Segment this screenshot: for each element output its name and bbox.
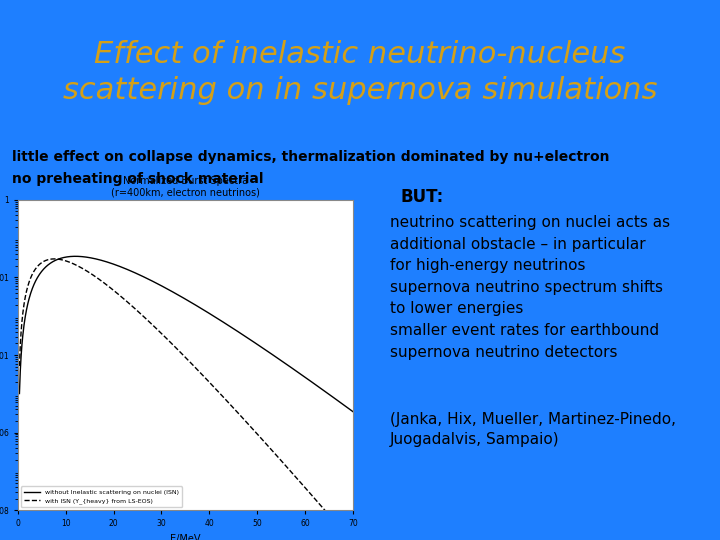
without Inelastic scattering on nuclei (ISN): [269, 352, 277, 358]
Line: without Inelastic scattering on nuclei (ISN): without Inelastic scattering on nuclei (…: [19, 256, 353, 411]
Text: no preheating of shock material: no preheating of shock material: [12, 172, 264, 186]
with ISN (Y_{heavy} from LS-EOS): [50, 255, 58, 262]
X-axis label: E/MeV: E/MeV: [170, 534, 201, 540]
Text: little effect on collapse dynamics, thermalization dominated by nu+electron: little effect on collapse dynamics, ther…: [12, 150, 610, 164]
without Inelastic scattering on nuclei (ISN): [71, 253, 80, 260]
without Inelastic scattering on nuclei (ISN): [15, 390, 24, 397]
without Inelastic scattering on nuclei (ISN): [218, 318, 227, 325]
with ISN (Y_{heavy} from LS-EOS): [302, 487, 311, 493]
without Inelastic scattering on nuclei (ISN): [302, 375, 311, 382]
with ISN (Y_{heavy} from LS-EOS): [218, 393, 227, 399]
Text: Effect of inelastic neutrino-nucleus
scattering on in supernova simulations: Effect of inelastic neutrino-nucleus sca…: [63, 40, 657, 105]
with ISN (Y_{heavy} from LS-EOS): [269, 448, 277, 454]
Legend: without Inelastic scattering on nuclei (ISN), with ISN (Y_{heavy} from LS-EOS): without Inelastic scattering on nuclei (…: [21, 487, 182, 507]
with ISN (Y_{heavy} from LS-EOS): [348, 539, 357, 540]
Text: neutrino scattering on nuclei acts as
additional obstacle – in particular
for hi: neutrino scattering on nuclei acts as ad…: [390, 215, 670, 360]
without Inelastic scattering on nuclei (ISN): [348, 408, 357, 415]
without Inelastic scattering on nuclei (ISN): [209, 313, 217, 319]
with ISN (Y_{heavy} from LS-EOS): [35, 261, 44, 267]
with ISN (Y_{heavy} from LS-EOS): [209, 383, 217, 390]
Line: with ISN (Y_{heavy} from LS-EOS): with ISN (Y_{heavy} from LS-EOS): [19, 259, 353, 540]
Title: Normalized Burst Spectra
(r=400km, electron neutrinos): Normalized Burst Spectra (r=400km, elect…: [111, 176, 260, 198]
with ISN (Y_{heavy} from LS-EOS): [15, 363, 24, 369]
with ISN (Y_{heavy} from LS-EOS): [228, 403, 237, 410]
Text: (Janka, Hix, Mueller, Martinez-Pinedo,
Juogadalvis, Sampaio): (Janka, Hix, Mueller, Martinez-Pinedo, J…: [390, 412, 676, 447]
without Inelastic scattering on nuclei (ISN): [228, 325, 237, 331]
Text: BUT:: BUT:: [400, 188, 444, 206]
without Inelastic scattering on nuclei (ISN): [35, 271, 44, 277]
